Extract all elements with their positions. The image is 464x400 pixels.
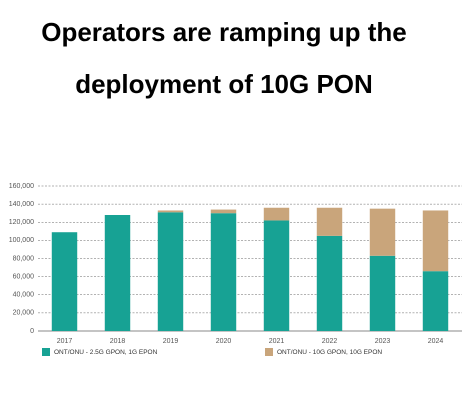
bar-segment (157, 212, 184, 331)
legend-label: ONT/ONU - 10G GPON, 10G EPON (277, 349, 382, 356)
y-tick-label: 120,000 (9, 219, 34, 226)
bar-segment (369, 255, 396, 331)
bar-segment (316, 235, 343, 331)
y-tick-label: 80,000 (13, 255, 35, 262)
x-tick-label: 2021 (269, 338, 285, 345)
x-tick-label: 2018 (110, 338, 126, 345)
chart-title: Operators are ramping up the deployment … (41, 17, 407, 99)
bar-segment (422, 210, 449, 272)
legend-swatch (265, 348, 273, 356)
bar-segment (210, 209, 237, 214)
y-tick-label: 140,000 (9, 201, 34, 208)
bar-segment (369, 208, 396, 256)
bar-segment (210, 213, 237, 331)
x-tick-label: 2020 (216, 338, 232, 345)
y-tick-label: 100,000 (9, 237, 34, 244)
bar-segment (51, 232, 78, 331)
x-tick-label: 2024 (428, 338, 444, 345)
x-tick-label: 2023 (375, 338, 391, 345)
y-tick-label: 60,000 (13, 273, 35, 280)
legend-swatch (42, 348, 50, 356)
bar-segment (263, 220, 290, 331)
bar-segment (263, 207, 290, 221)
bar-segment (104, 215, 131, 331)
y-tick-label: 0 (30, 328, 34, 335)
y-tick-label: 40,000 (13, 292, 35, 299)
bar-segment (316, 207, 343, 236)
y-tick-label: 160,000 (9, 183, 34, 190)
bar-segment (422, 271, 449, 331)
bar-segment (157, 210, 184, 213)
x-tick-label: 2022 (322, 338, 338, 345)
x-tick-label: 2019 (163, 338, 179, 345)
y-tick-label: 20,000 (13, 310, 35, 317)
legend-label: ONT/ONU - 2.5G GPON, 1G EPON (54, 349, 158, 356)
x-tick-label: 2017 (57, 338, 73, 345)
